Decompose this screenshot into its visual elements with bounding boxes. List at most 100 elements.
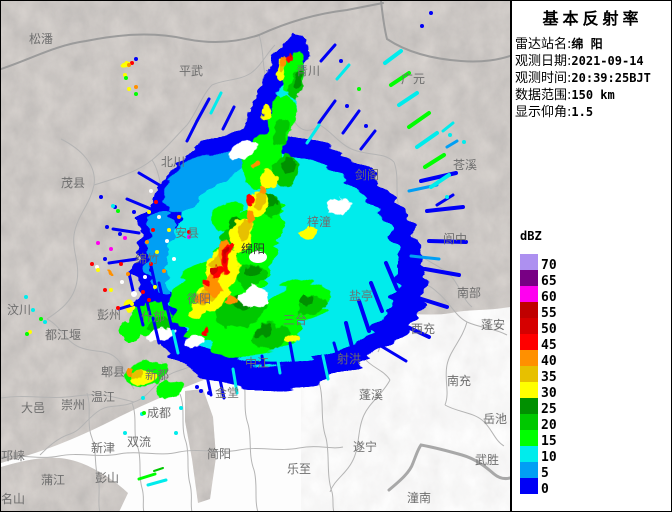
echo-streak xyxy=(341,109,361,135)
echo-streak xyxy=(125,197,153,211)
echo-streak xyxy=(435,193,455,207)
echo-streak xyxy=(274,347,282,375)
legend-value: 35 xyxy=(541,370,557,385)
echo-dot xyxy=(96,241,100,245)
echo-streak xyxy=(379,344,408,363)
echo-region xyxy=(127,369,135,375)
echo-dot xyxy=(109,247,113,251)
echo-dot xyxy=(462,140,466,144)
echo-streak xyxy=(407,111,431,129)
map-label: 平武 xyxy=(179,64,204,78)
echo-streak xyxy=(415,131,439,149)
map-label: 简阳 xyxy=(207,447,232,461)
echo-dot xyxy=(179,406,183,410)
legend-swatch xyxy=(520,382,538,398)
legend-value: 20 xyxy=(541,418,557,433)
echo-streak xyxy=(429,173,451,189)
echo-streak xyxy=(332,341,343,369)
map-label: 都江堰 xyxy=(45,328,82,342)
echo-streak xyxy=(151,316,161,345)
echo-dot xyxy=(43,320,47,324)
map-label: 德阳 xyxy=(187,292,212,306)
echo-region xyxy=(146,326,176,342)
legend-swatch xyxy=(520,462,538,478)
echo-streak xyxy=(231,367,239,395)
legend-swatch xyxy=(520,350,538,366)
echo-region xyxy=(254,194,266,208)
echo-streak xyxy=(204,369,213,397)
map-label: 北川 xyxy=(161,155,186,169)
radar-echo-dots xyxy=(24,11,466,435)
legend-swatch xyxy=(520,478,538,494)
legend-swatch xyxy=(520,254,538,270)
legend-swatch xyxy=(520,446,538,462)
echo-streak xyxy=(111,227,141,235)
echo-dot xyxy=(368,254,374,260)
echo-dot xyxy=(141,396,145,400)
echo-region xyxy=(261,107,271,119)
map-label: 广元 xyxy=(401,72,426,86)
legend-value: 65 xyxy=(541,274,557,289)
echo-dot xyxy=(142,411,146,415)
echo-streak xyxy=(171,329,180,355)
map-label: 绵阳 xyxy=(241,242,266,256)
legend-value: 45 xyxy=(541,338,557,353)
echo-dot xyxy=(116,209,120,213)
echo-region xyxy=(247,194,255,204)
echo-dot xyxy=(141,290,145,294)
echo-streak xyxy=(142,286,152,317)
legend-value: 30 xyxy=(541,386,557,401)
echo-dot xyxy=(24,295,28,299)
map-label: 新都 xyxy=(145,368,170,382)
echo-dot xyxy=(90,262,94,266)
echo-region xyxy=(258,186,268,196)
map-label: 中江 xyxy=(245,356,270,370)
map-label: 盐亭 xyxy=(349,289,374,303)
echo-region xyxy=(282,158,296,174)
map-label: 南充 xyxy=(447,374,472,388)
echo-dot xyxy=(116,306,120,310)
product-title: 基本反射率 xyxy=(542,9,643,28)
map-label: 汶川 xyxy=(7,303,32,317)
echo-streak xyxy=(153,467,164,472)
echo-dot xyxy=(118,232,122,236)
echo-streak xyxy=(185,119,199,143)
echo-dot xyxy=(127,63,131,67)
province-boundaries xyxy=(1,1,510,70)
info-value: 150 km xyxy=(571,88,615,102)
echo-dot xyxy=(187,235,191,239)
echo-dot xyxy=(153,285,157,289)
echo-streak xyxy=(107,257,139,265)
river xyxy=(387,443,510,492)
echo-dot xyxy=(123,236,127,240)
echo-region xyxy=(237,222,253,240)
info-label: 显示仰角: xyxy=(515,105,572,120)
info-value: 20:39:25BJT xyxy=(571,71,651,85)
map-label: 蓬安 xyxy=(481,318,506,332)
echo-region xyxy=(155,380,183,398)
map-label: 岳池 xyxy=(483,412,508,426)
echo-dot xyxy=(127,87,131,91)
map-label: 安县 xyxy=(175,226,200,240)
echo-dot xyxy=(134,57,138,61)
map-label: 南部 xyxy=(457,286,482,300)
echo-dot xyxy=(448,133,452,137)
info-label: 观测时间: xyxy=(515,71,572,86)
echo-streak xyxy=(209,91,223,115)
echo-region xyxy=(203,279,209,287)
echo-region xyxy=(265,196,277,206)
echo-dot xyxy=(167,228,171,232)
echo-streak xyxy=(384,261,399,291)
echo-dot xyxy=(162,269,166,273)
legend-swatch xyxy=(520,318,538,334)
echo-streak xyxy=(137,171,163,188)
echo-region xyxy=(283,333,299,345)
echo-streak xyxy=(335,63,351,81)
map-label: 温江 xyxy=(91,390,116,404)
echo-streak xyxy=(246,361,254,389)
echo-region xyxy=(288,52,292,58)
info-line: 显示仰角:1.5 xyxy=(515,104,671,121)
echo-dot xyxy=(111,204,115,208)
info-line: 数据范围:150 km xyxy=(515,87,671,104)
echo-region xyxy=(239,286,267,308)
